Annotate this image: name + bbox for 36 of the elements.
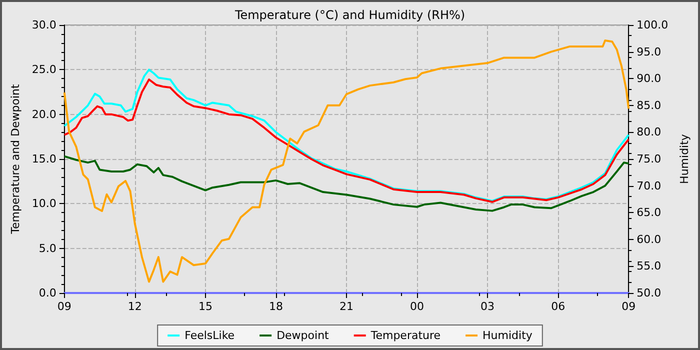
legend-label: Temperature — [370, 329, 441, 342]
x-tick-label: 06 — [551, 300, 566, 313]
x-tick-label: 21 — [340, 300, 354, 313]
legend-label: Humidity — [482, 329, 533, 342]
y2-tick-label: 55.0 — [636, 260, 662, 273]
y2-tick-label: 95.0 — [636, 45, 662, 58]
x-tick-label: 15 — [198, 300, 212, 313]
y-tick-label: 0.0 — [38, 286, 56, 300]
y2-tick-label: 50.0 — [636, 286, 662, 300]
y2-tick-label: 85.0 — [636, 98, 662, 112]
y-tick-label: 20.0 — [32, 108, 56, 121]
x-tick-label: 09 — [57, 300, 72, 313]
y2-tick-label: 70.0 — [636, 179, 662, 192]
y-tick-label: 10.0 — [32, 197, 56, 210]
y2-tick-label: 100.0 — [636, 18, 668, 32]
y2-tick-label: 65.0 — [636, 206, 662, 220]
y2-tick-label: 90.0 — [636, 72, 662, 86]
y2-tick-label: 80.0 — [636, 126, 662, 139]
y-tick-label: 25.0 — [32, 63, 56, 76]
line-series — [63, 40, 630, 283]
legend-label: FeelsLike — [184, 329, 235, 342]
line-series — [63, 155, 630, 212]
legend-label: Dewpoint — [276, 329, 330, 342]
chart-title: Temperature (°C) and Humidity (RH%) — [234, 8, 466, 22]
x-tick-label: 09 — [622, 300, 636, 313]
y2-axis-title: Humidity — [678, 134, 691, 184]
x-tick-label: 03 — [480, 300, 495, 313]
y-tick-label: 5.0 — [38, 242, 56, 255]
x-tick-label: 12 — [128, 300, 142, 313]
y-axis-title: Temperature and Dewpoint — [9, 83, 22, 235]
x-tick-label: 18 — [268, 300, 283, 313]
y2-tick-label: 60.0 — [636, 232, 662, 246]
y-tick-label: 15.0 — [32, 152, 56, 166]
y-tick-label: 30.0 — [32, 18, 56, 32]
x-tick-label: 00 — [410, 300, 424, 313]
y2-tick-label: 75.0 — [636, 152, 662, 166]
